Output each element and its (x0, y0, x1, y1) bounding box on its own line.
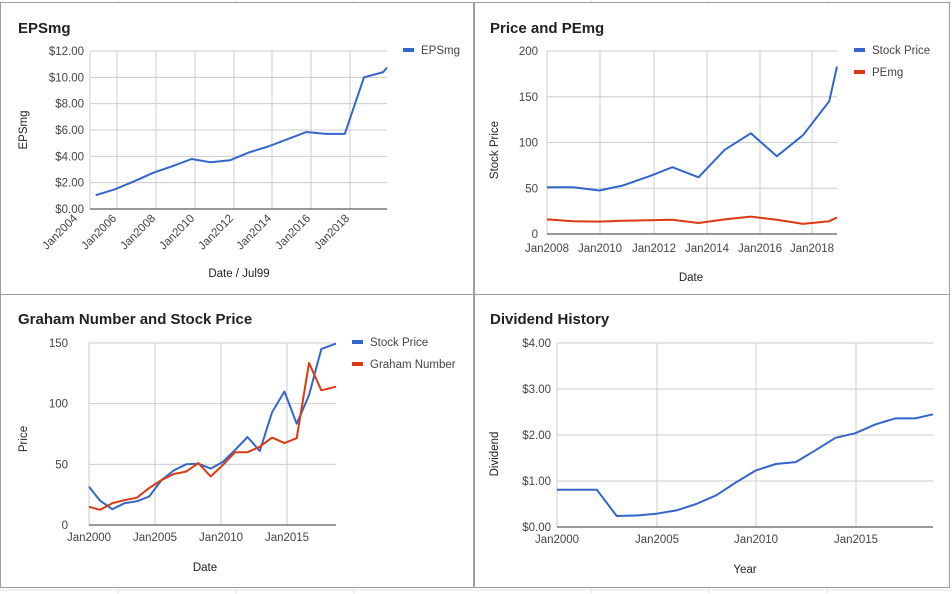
x-tick-label: Jan2010 (578, 243, 622, 255)
chart-panel-price-pemg: Price and PEmg 0 50 100 150 200 Jan2008 Jan201… (474, 2, 950, 296)
y-tick-label: 50 (525, 183, 538, 195)
y-tick-label: 150 (519, 92, 538, 104)
x-tick-label: Jan2010 (734, 534, 778, 546)
x-tick-label: Jan2004 (40, 212, 80, 252)
legend-label: EPSmg (421, 45, 460, 57)
x-tick-label: Jan2018 (312, 213, 352, 253)
x-axis-label: Year (733, 564, 756, 576)
x-tick-label: Jan2010 (157, 213, 197, 253)
x-tick-label: Jan2014 (234, 212, 274, 252)
chart-title: Dividend History (490, 311, 610, 328)
x-tick-label: Jan2008 (118, 213, 158, 253)
x-tick-label: Jan2015 (834, 534, 878, 546)
y-tick-label: $2.00 (522, 430, 551, 442)
chart-title: Graham Number and Stock Price (18, 311, 252, 328)
chart-panel-epsmg: EPSmg $0.00 $2.00 $4.00 $6.00 $8.00 $10.00 $12… (0, 2, 474, 296)
x-tick-label: Jan2012 (632, 243, 676, 255)
legend-label: Graham Number (370, 359, 456, 371)
x-tick-label: Jan2015 (265, 532, 309, 544)
x-tick-label: Jan2018 (790, 243, 834, 255)
x-tick-label: Jan2000 (535, 534, 579, 546)
legend-swatch (403, 48, 414, 52)
x-tick-label: Jan2010 (199, 532, 243, 544)
epsmg-chart: EPSmg $0.00 $2.00 $4.00 $6.00 $8.00 $10.00 $12… (18, 20, 460, 280)
chart-panel-graham: Graham Number and Stock Price 0 50 100 150 J… (0, 294, 474, 588)
chart-panel-dividend: Dividend History $0.00 $1.00 $2.00 $3.00 $4.… (474, 294, 950, 588)
chart-title: Price and PEmg (490, 20, 604, 37)
y-axis-label: Dividend (489, 432, 501, 477)
y-tick-label: $1.00 (522, 476, 551, 488)
x-tick-label: Jan2005 (133, 532, 177, 544)
legend-swatch (854, 48, 865, 52)
legend-swatch (352, 340, 363, 344)
y-tick-label: $0.00 (55, 204, 84, 216)
x-tick-label: Jan2016 (273, 213, 313, 253)
y-tick-label: 150 (49, 338, 68, 350)
y-axis-label: Stock Price (489, 121, 501, 179)
y-tick-label: 100 (519, 138, 538, 150)
x-tick-label: Jan2008 (525, 243, 569, 255)
legend-label: Stock Price (370, 337, 428, 349)
y-tick-label: $3.00 (522, 384, 551, 396)
y-tick-label: 100 (49, 399, 68, 411)
series-line-stock-price (88, 342, 337, 511)
graham-chart: Graham Number and Stock Price 0 50 100 150 J… (18, 311, 456, 574)
y-tick-label: $0.00 (522, 522, 551, 534)
legend-swatch (854, 70, 865, 74)
x-tick-label: Jan2014 (685, 243, 730, 255)
series-line-graham-number (88, 362, 337, 511)
y-tick-label: $8.00 (55, 99, 84, 111)
y-tick-label: $12.00 (49, 46, 84, 58)
series-line-dividend (557, 413, 934, 517)
legend-label: Stock Price (872, 45, 930, 57)
price-pemg-chart: Price and PEmg 0 50 100 150 200 Jan2008 Jan201… (489, 20, 930, 284)
y-tick-label: 50 (55, 459, 68, 471)
chart-title: EPSmg (18, 20, 71, 37)
x-tick-label: Jan2012 (196, 213, 236, 253)
series-line-pemg (546, 215, 838, 225)
x-tick-label: Jan2006 (79, 213, 119, 253)
x-tick-label: Jan2005 (635, 534, 679, 546)
y-tick-label: $10.00 (49, 72, 84, 84)
x-axis-label: Date (679, 272, 703, 284)
dividend-chart: Dividend History $0.00 $1.00 $2.00 $3.00 $4.… (489, 311, 934, 576)
series-line-stock-price (547, 66, 838, 192)
y-axis-label: EPSmg (18, 111, 30, 150)
y-tick-label: $4.00 (522, 338, 551, 350)
series-line-epsmg (95, 66, 388, 197)
y-tick-label: $6.00 (55, 125, 84, 137)
x-axis-label: Date / Jul99 (208, 268, 269, 280)
legend-label: PEmg (872, 67, 903, 79)
y-tick-label: 200 (519, 46, 538, 58)
y-axis-label: Price (18, 426, 30, 452)
x-tick-label: Jan2016 (738, 243, 782, 255)
x-tick-label: Jan2000 (67, 532, 111, 544)
y-tick-label: 0 (532, 229, 538, 241)
y-tick-label: $4.00 (55, 151, 84, 163)
legend-swatch (352, 362, 363, 366)
x-axis-label: Date (193, 562, 217, 574)
y-tick-label: $2.00 (55, 178, 84, 190)
y-tick-label: 0 (62, 520, 68, 532)
